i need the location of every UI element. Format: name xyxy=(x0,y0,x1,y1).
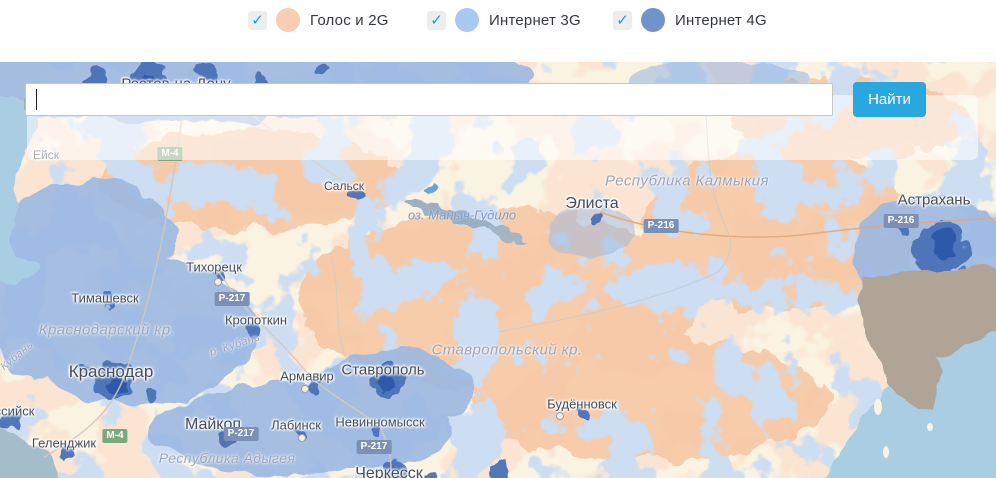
lake xyxy=(408,185,526,244)
coverage-color-swatch xyxy=(276,8,300,32)
search-input[interactable] xyxy=(25,83,833,116)
checkbox-internet-4g[interactable]: ✓ xyxy=(613,10,632,30)
search-button[interactable]: Найти xyxy=(853,82,926,117)
legend-item-internet-3g[interactable]: ✓ Интернет 3G xyxy=(427,8,581,32)
legend-bar: ✓ Голос и 2G ✓ Интернет 3G ✓ Интернет 4G xyxy=(0,0,996,62)
legend-item-internet-4g[interactable]: ✓ Интернет 4G xyxy=(613,8,767,32)
coverage-color-swatch xyxy=(641,8,665,32)
coverage-color-swatch xyxy=(455,8,479,32)
legend-label: Интернет 4G xyxy=(675,11,767,29)
checkbox-internet-3g[interactable]: ✓ xyxy=(427,10,446,30)
legend-label: Интернет 3G xyxy=(489,11,581,29)
islands xyxy=(874,399,933,458)
checkbox-voice-2g[interactable]: ✓ xyxy=(248,10,267,30)
text-caret xyxy=(36,89,37,110)
legend-item-voice-2g[interactable]: ✓ Голос и 2G xyxy=(248,8,389,32)
coverage-map[interactable]: Ростов-на-ДонуТаганрогЕйскСальскЭлистаАс… xyxy=(0,62,996,478)
water-layer xyxy=(0,96,996,478)
legend-label: Голос и 2G xyxy=(310,11,389,29)
